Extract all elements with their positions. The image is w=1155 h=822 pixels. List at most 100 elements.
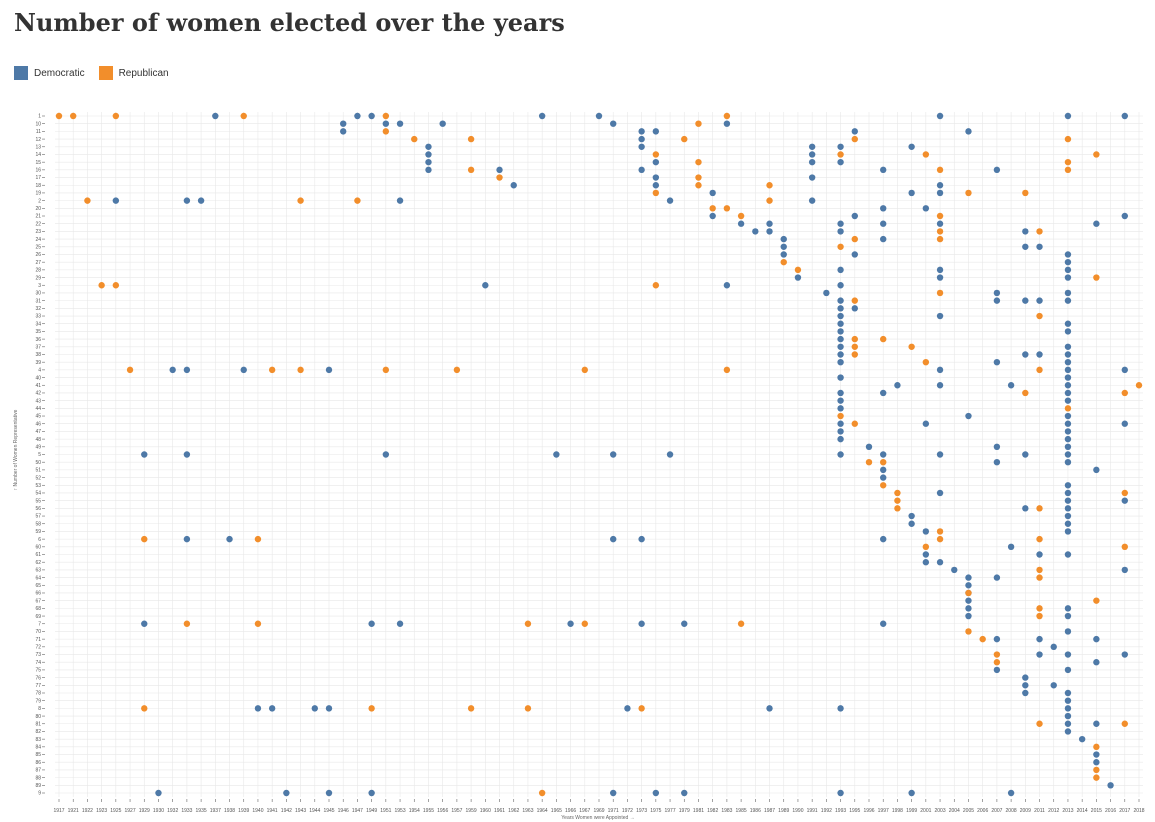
data-point-republican[interactable]	[936, 228, 944, 235]
data-point-democratic[interactable]	[1064, 451, 1072, 458]
data-point-democratic[interactable]	[936, 382, 944, 389]
data-point-democratic[interactable]	[837, 420, 844, 427]
data-point-democratic[interactable]	[1064, 443, 1072, 451]
data-point-republican[interactable]	[851, 135, 858, 143]
data-point-republican[interactable]	[737, 620, 745, 627]
data-point-republican[interactable]	[297, 366, 304, 374]
data-point-democratic[interactable]	[141, 451, 148, 458]
data-point-democratic[interactable]	[880, 620, 887, 627]
data-point-democratic[interactable]	[652, 789, 660, 797]
data-point-democratic[interactable]	[1064, 666, 1072, 674]
data-point-democratic[interactable]	[1036, 351, 1043, 358]
data-point-democratic[interactable]	[837, 435, 844, 443]
data-point-democratic[interactable]	[1064, 728, 1072, 735]
data-point-democratic[interactable]	[382, 451, 390, 458]
data-point-democratic[interactable]	[325, 789, 333, 797]
data-point-democratic[interactable]	[1007, 789, 1015, 797]
data-point-democratic[interactable]	[936, 366, 944, 374]
data-point-republican[interactable]	[936, 166, 944, 174]
data-point-democratic[interactable]	[837, 312, 844, 320]
data-point-republican[interactable]	[922, 543, 930, 551]
data-point-republican[interactable]	[467, 166, 475, 174]
data-point-democratic[interactable]	[951, 566, 958, 574]
data-point-democratic[interactable]	[965, 612, 972, 620]
data-point-democratic[interactable]	[396, 120, 404, 127]
data-point-democratic[interactable]	[1121, 651, 1128, 658]
data-point-democratic[interactable]	[1093, 659, 1100, 666]
data-point-democratic[interactable]	[922, 205, 930, 212]
data-point-democratic[interactable]	[880, 474, 887, 481]
data-point-democratic[interactable]	[183, 451, 191, 458]
data-point-democratic[interactable]	[922, 528, 930, 535]
data-point-democratic[interactable]	[1064, 489, 1072, 497]
data-point-democratic[interactable]	[1064, 251, 1072, 258]
data-point-democratic[interactable]	[936, 220, 944, 227]
data-point-democratic[interactable]	[425, 166, 432, 174]
data-point-democratic[interactable]	[1107, 782, 1114, 789]
data-point-republican[interactable]	[112, 282, 120, 289]
legend-item-democratic[interactable]: Democratic	[14, 66, 85, 80]
data-point-democratic[interactable]	[837, 297, 844, 304]
data-point-democratic[interactable]	[1022, 297, 1029, 304]
data-point-democratic[interactable]	[865, 443, 873, 451]
data-point-republican[interactable]	[723, 205, 731, 212]
data-point-republican[interactable]	[354, 197, 361, 204]
data-point-democratic[interactable]	[837, 328, 844, 335]
data-point-democratic[interactable]	[197, 197, 205, 204]
data-point-democratic[interactable]	[1093, 751, 1100, 758]
data-point-democratic[interactable]	[1064, 343, 1072, 350]
data-point-democratic[interactable]	[1064, 712, 1072, 720]
data-point-democratic[interactable]	[638, 166, 645, 174]
data-point-republican[interactable]	[411, 135, 418, 143]
data-point-democratic[interactable]	[709, 189, 716, 197]
data-point-democratic[interactable]	[155, 789, 162, 797]
data-point-democratic[interactable]	[1121, 112, 1128, 120]
data-point-republican[interactable]	[1121, 489, 1128, 497]
data-point-republican[interactable]	[1093, 274, 1100, 281]
data-point-democratic[interactable]	[1121, 566, 1128, 574]
data-point-democratic[interactable]	[851, 305, 858, 312]
data-point-republican[interactable]	[268, 366, 276, 374]
data-point-democratic[interactable]	[1022, 351, 1029, 358]
data-point-democratic[interactable]	[908, 189, 915, 197]
data-point-democratic[interactable]	[567, 620, 574, 627]
data-point-democratic[interactable]	[610, 789, 617, 797]
data-point-republican[interactable]	[652, 151, 660, 158]
data-point-republican[interactable]	[1036, 228, 1043, 235]
data-point-republican[interactable]	[297, 197, 304, 204]
data-point-democratic[interactable]	[908, 512, 915, 520]
data-point-democratic[interactable]	[993, 166, 1001, 174]
data-point-democratic[interactable]	[808, 174, 816, 181]
data-point-democratic[interactable]	[1036, 243, 1043, 250]
data-point-democratic[interactable]	[993, 289, 1001, 297]
data-point-democratic[interactable]	[837, 389, 844, 397]
data-point-republican[interactable]	[723, 366, 731, 374]
data-point-democratic[interactable]	[425, 143, 432, 150]
data-point-democratic[interactable]	[439, 120, 446, 127]
data-point-republican[interactable]	[880, 458, 887, 466]
data-point-democratic[interactable]	[666, 451, 674, 458]
data-point-democratic[interactable]	[780, 243, 787, 250]
data-point-democratic[interactable]	[993, 666, 1001, 674]
data-point-republican[interactable]	[382, 112, 390, 120]
data-point-democratic[interactable]	[169, 366, 176, 374]
data-point-republican[interactable]	[1036, 574, 1043, 581]
data-point-democratic[interactable]	[396, 620, 404, 627]
data-point-democratic[interactable]	[1064, 320, 1072, 327]
data-point-democratic[interactable]	[610, 535, 617, 543]
data-point-democratic[interactable]	[837, 282, 844, 289]
data-point-democratic[interactable]	[666, 197, 674, 204]
data-point-democratic[interactable]	[638, 135, 645, 143]
data-point-democratic[interactable]	[1064, 528, 1072, 535]
data-point-democratic[interactable]	[610, 451, 617, 458]
data-point-democratic[interactable]	[1022, 451, 1029, 458]
data-point-republican[interactable]	[1036, 566, 1043, 574]
legend-item-republican[interactable]: Republican	[98, 66, 169, 80]
data-point-democratic[interactable]	[624, 705, 631, 712]
data-point-republican[interactable]	[965, 189, 972, 197]
data-point-democratic[interactable]	[1007, 543, 1015, 551]
data-point-democratic[interactable]	[766, 228, 773, 235]
data-point-republican[interactable]	[1036, 612, 1043, 620]
data-point-democratic[interactable]	[1064, 266, 1072, 274]
data-point-republican[interactable]	[1064, 135, 1072, 143]
